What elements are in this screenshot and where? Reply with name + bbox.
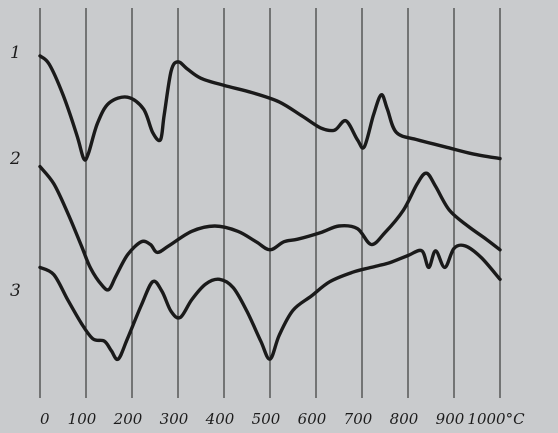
x-tick-label: 500	[252, 410, 281, 428]
x-axis-tick-labels: 0 100 200 300 400 500 600 700 800 900 1000°C	[40, 410, 525, 428]
x-tick-label: 800	[390, 410, 419, 428]
curve-label-2: 2	[9, 149, 21, 169]
chart-grid	[39, 8, 501, 398]
x-tick-label: 0	[40, 410, 50, 428]
x-tick-label: 400	[205, 410, 235, 428]
x-tick-label: 600	[298, 410, 327, 428]
x-tick-label: 100	[68, 410, 97, 428]
curve-label-1: 1	[10, 43, 21, 63]
chart-curves	[38, 54, 502, 362]
x-tick-label: 900	[436, 410, 465, 428]
x-tick-label: 1000°C	[467, 410, 525, 428]
x-tick-label: 200	[113, 410, 143, 428]
curve-2	[38, 164, 502, 292]
curve-1	[38, 54, 502, 162]
x-tick-label: 300	[160, 410, 189, 428]
curve-3	[38, 243, 502, 362]
curve-labels: 1 2 3	[9, 43, 21, 301]
x-tick-label: 700	[344, 410, 373, 428]
curve-label-3: 3	[10, 281, 21, 301]
